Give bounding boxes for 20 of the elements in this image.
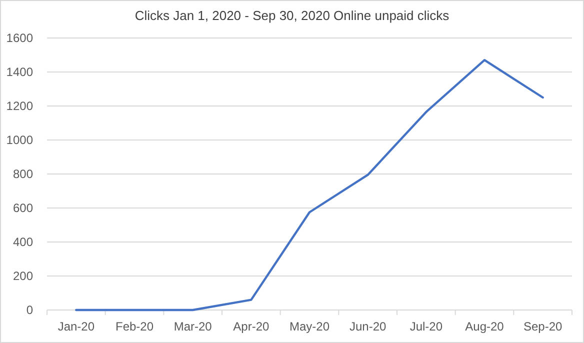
x-tick-label: Jul-20 bbox=[410, 320, 443, 334]
y-tick-label: 1600 bbox=[6, 30, 34, 45]
x-tick-label: Jun-20 bbox=[349, 320, 386, 334]
chart-title: Clicks Jan 1, 2020 - Sep 30, 2020 Online unpaid clicks bbox=[134, 8, 450, 23]
x-tick-label: Feb-20 bbox=[115, 320, 154, 334]
line-series bbox=[75, 59, 544, 312]
x-tick-label: May-20 bbox=[289, 320, 330, 334]
y-tick-label: 600 bbox=[12, 200, 34, 215]
y-tick-label: 800 bbox=[12, 166, 34, 181]
x-tick-label: Jan-20 bbox=[58, 320, 95, 334]
y-tick-label: 0 bbox=[26, 302, 34, 317]
x-tick-label: Mar-20 bbox=[174, 320, 212, 334]
y-tick-label: 1200 bbox=[6, 98, 34, 113]
y-tick-label: 1400 bbox=[6, 64, 34, 79]
x-tick-label: Apr-20 bbox=[233, 320, 270, 334]
y-tick-label: 400 bbox=[12, 234, 34, 249]
y-tick-label: 200 bbox=[12, 268, 34, 283]
x-tick-label: Sep-20 bbox=[523, 320, 563, 334]
x-tick-label: Aug-20 bbox=[465, 320, 504, 334]
y-tick-label: 1000 bbox=[6, 132, 34, 147]
